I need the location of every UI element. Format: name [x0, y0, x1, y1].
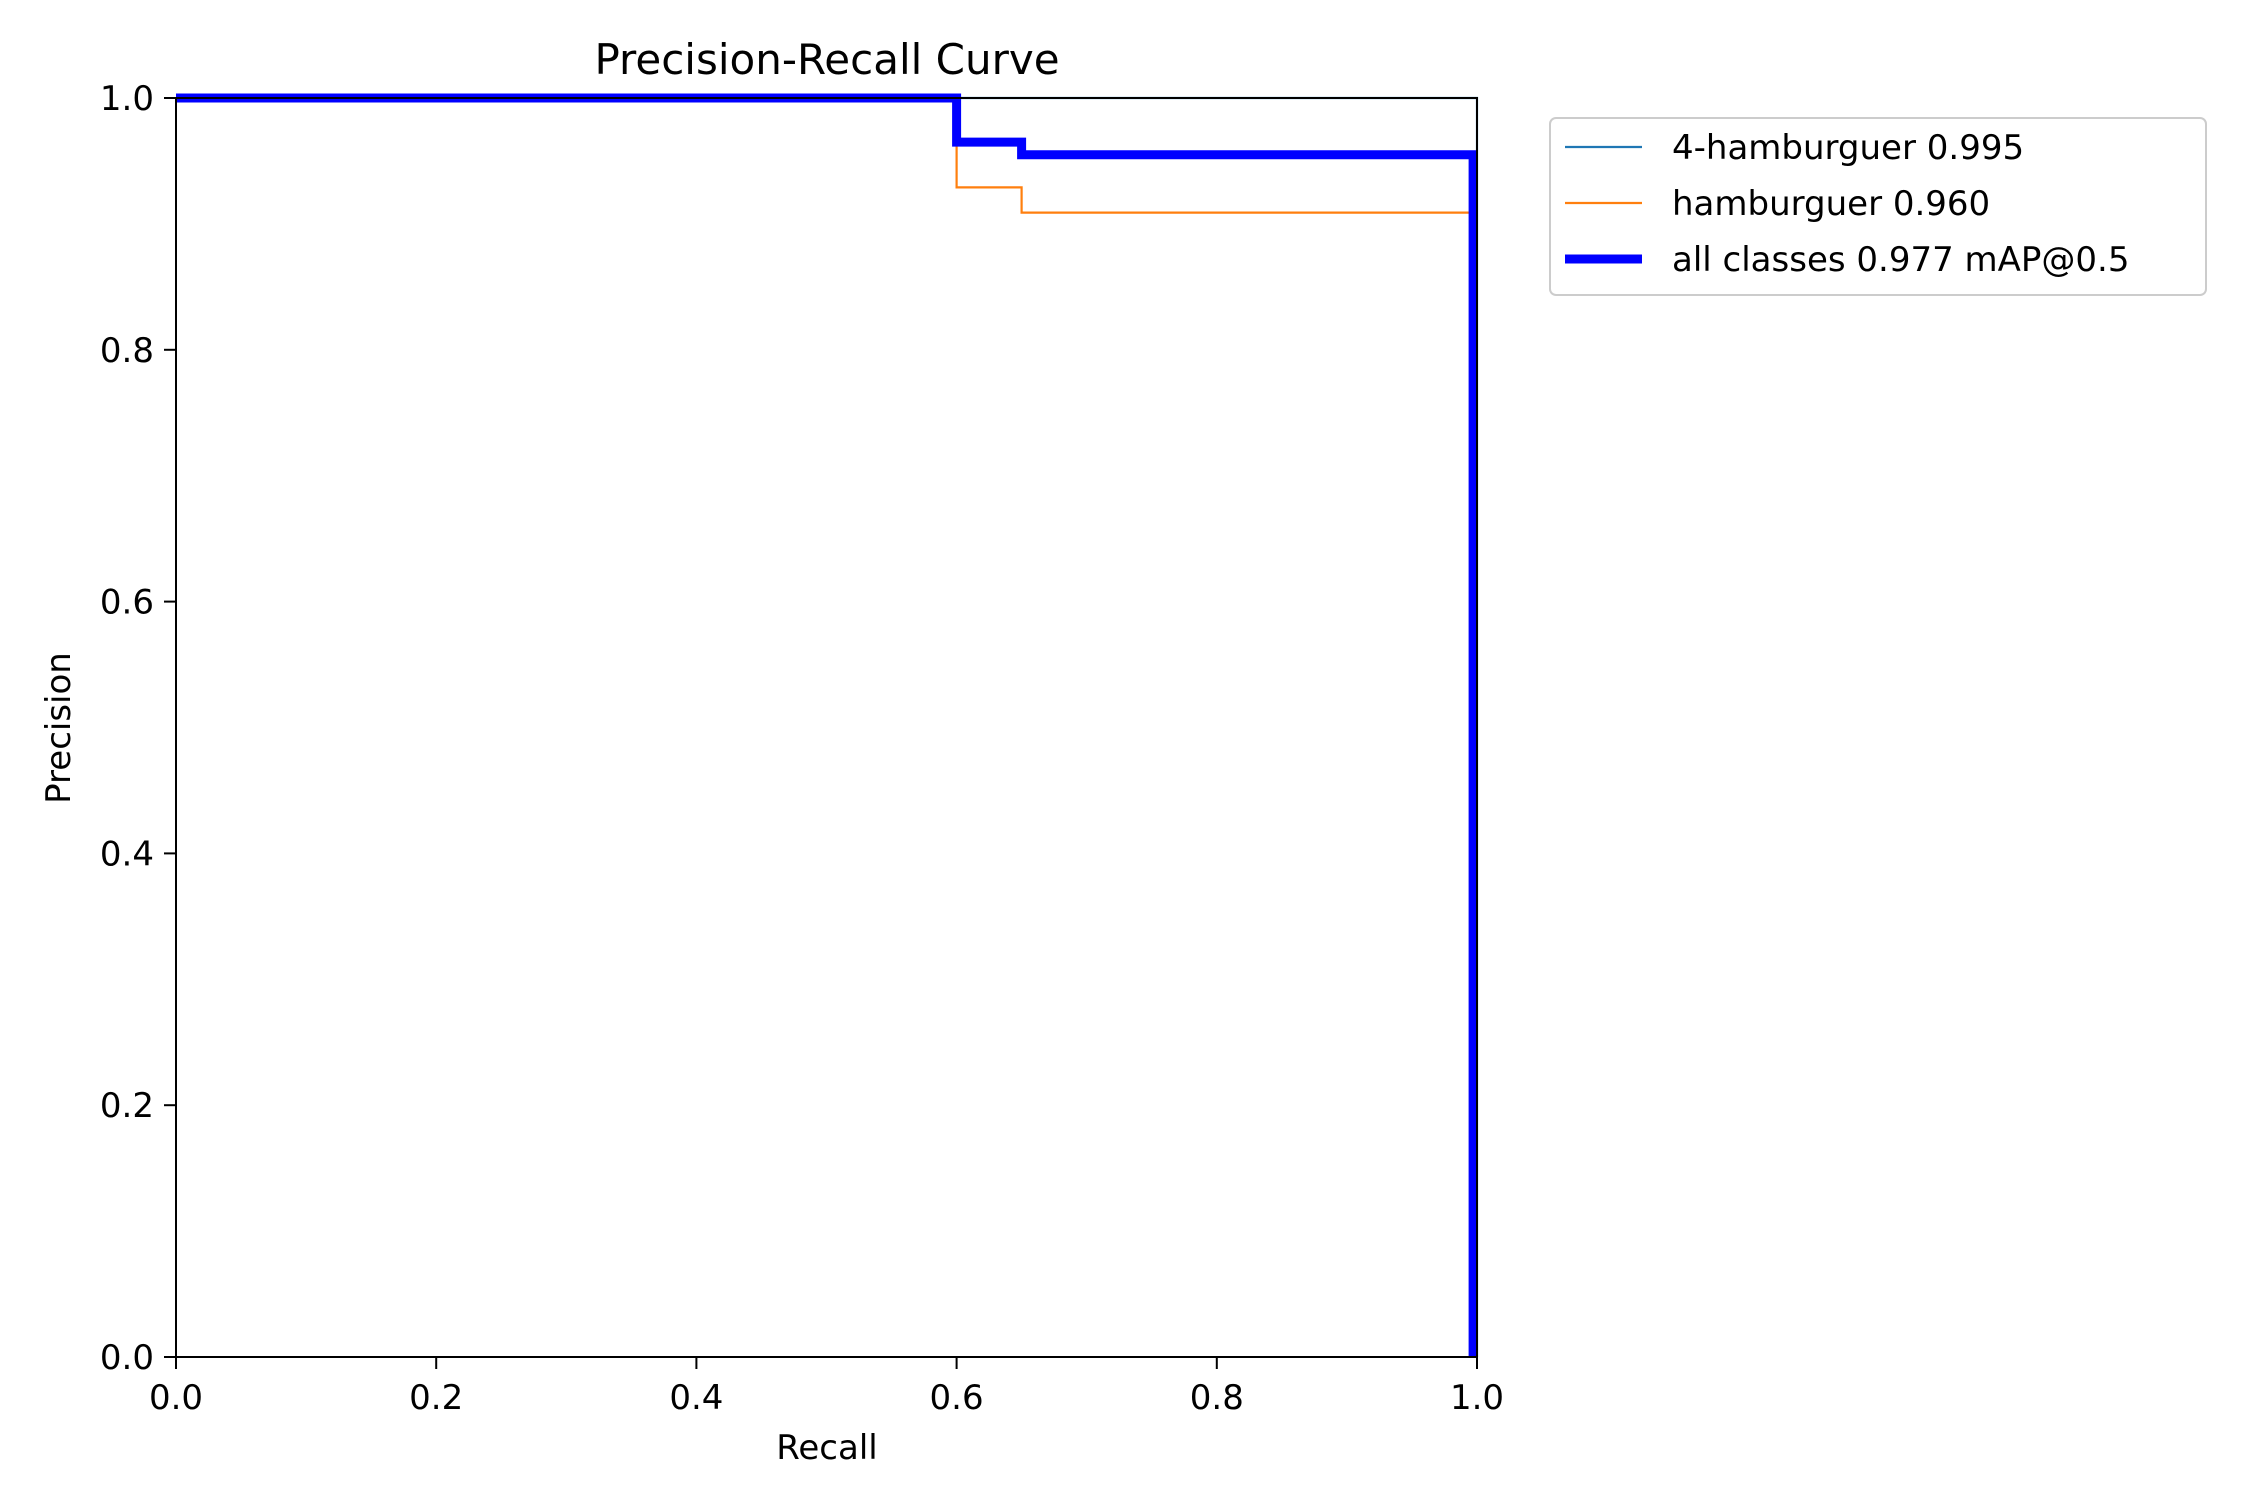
legend: 4-hamburguer 0.995 hamburguer 0.960 all cl… — [1549, 117, 2207, 296]
y-axis-label: Precision — [39, 652, 79, 804]
chart-title: Precision-Recall Curve — [594, 35, 1059, 84]
series-line-1 — [176, 96, 1475, 1357]
y-tick-label: 0.6 — [100, 583, 154, 623]
legend-label-1: hamburguer 0.960 — [1672, 184, 1990, 224]
y-axis-ticks: 0.0 0.2 0.4 0.6 0.8 1.0 — [100, 79, 176, 1378]
plot-lines — [176, 93, 1479, 1357]
y-tick-label: 0.4 — [100, 834, 154, 874]
x-tick-label: 0.0 — [149, 1378, 203, 1418]
y-tick-label: 0.0 — [100, 1338, 154, 1378]
x-tick-label: 0.2 — [409, 1378, 463, 1418]
x-tick-label: 0.4 — [669, 1378, 723, 1418]
legend-box — [1549, 117, 2207, 296]
x-tick-label: 0.8 — [1190, 1378, 1244, 1418]
x-tick-label: 1.0 — [1450, 1378, 1504, 1418]
y-tick-label: 1.0 — [100, 79, 154, 119]
plot-frame — [175, 97, 1478, 1358]
x-axis-label: Recall — [776, 1428, 877, 1468]
legend-label-2: all classes 0.977 mAP@0.5 — [1672, 240, 2129, 280]
legend-entries: 4-hamburguer 0.995 hamburguer 0.960 all cl… — [1565, 128, 2129, 280]
y-tick-label: 0.8 — [100, 331, 154, 371]
x-axis-ticks: 0.0 0.2 0.4 0.6 0.8 1.0 — [149, 1357, 1504, 1418]
x-tick-label: 0.6 — [930, 1378, 984, 1418]
y-tick-label: 0.2 — [100, 1086, 154, 1126]
series-line-0 — [176, 96, 1479, 1357]
series-line-2 — [176, 93, 1478, 1357]
legend-label-0: 4-hamburguer 0.995 — [1672, 128, 2024, 168]
